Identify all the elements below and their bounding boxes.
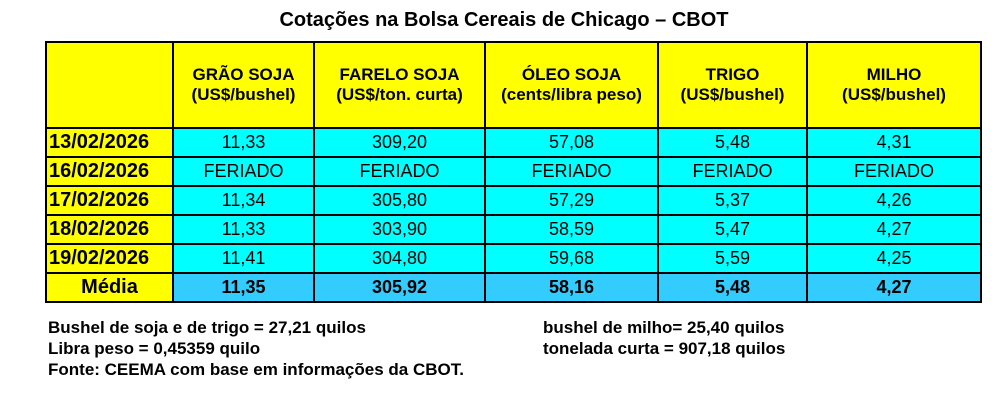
column-unit: (US$/bushel) xyxy=(680,85,785,104)
column-unit: (US$/ton. curta) xyxy=(336,85,463,104)
value-cell: 4,26 xyxy=(806,185,982,216)
average-row: Média 11,35 305,92 58,16 5,48 4,27 xyxy=(45,272,982,303)
average-value: 11,35 xyxy=(172,272,315,303)
value-cell: 305,80 xyxy=(313,185,486,216)
date-cell: 13/02/2026 xyxy=(45,127,174,158)
date-cell: 16/02/2026 xyxy=(45,156,174,187)
quotes-table: GRÃO SOJA (US$/bushel) FARELO SOJA (US$/… xyxy=(45,41,982,303)
value-cell: FERIADO xyxy=(806,156,982,187)
value-cell: FERIADO xyxy=(484,156,659,187)
value-cell: 304,80 xyxy=(313,243,486,274)
header-oleo-soja: ÓLEO SOJA (cents/libra peso) xyxy=(484,41,659,129)
header-milho: MILHO (US$/bushel) xyxy=(806,41,982,129)
table-row: 16/02/2026 FERIADO FERIADO FERIADO FERIA… xyxy=(45,156,982,187)
average-label: Média xyxy=(45,272,174,303)
value-cell: 11,33 xyxy=(172,214,315,245)
table-row: 18/02/2026 11,33 303,90 58,59 5,47 4,27 xyxy=(45,214,982,245)
table-row: 17/02/2026 11,34 305,80 57,29 5,37 4,26 xyxy=(45,185,982,216)
value-cell: 11,34 xyxy=(172,185,315,216)
column-name: ÓLEO SOJA xyxy=(521,65,622,84)
value-cell: 59,68 xyxy=(484,243,659,274)
note-bushel-soja-trigo: Bushel de soja e de trigo = 27,21 quilos xyxy=(48,318,366,337)
column-unit: (cents/libra peso) xyxy=(501,85,642,104)
header-farelo-soja: FARELO SOJA (US$/ton. curta) xyxy=(313,41,486,129)
value-cell: 57,08 xyxy=(484,127,659,158)
date-cell: 19/02/2026 xyxy=(45,243,174,274)
column-unit: (US$/bushel) xyxy=(191,85,296,104)
value-cell: 4,31 xyxy=(806,127,982,158)
table-row: 13/02/2026 11,33 309,20 57,08 5,48 4,31 xyxy=(45,127,982,158)
column-name: MILHO xyxy=(866,65,922,84)
notes-right: bushel de milho= 25,40 quilos tonelada c… xyxy=(543,317,785,359)
average-value: 5,48 xyxy=(657,272,808,303)
page-title: Cotações na Bolsa Cereais de Chicago – C… xyxy=(279,9,729,31)
value-cell: 5,37 xyxy=(657,185,808,216)
value-cell: 5,59 xyxy=(657,243,808,274)
note-bushel-milho: bushel de milho= 25,40 quilos xyxy=(543,318,785,337)
note-tonelada-curta: tonelada curta = 907,18 quilos xyxy=(543,339,786,358)
value-cell: 303,90 xyxy=(313,214,486,245)
value-cell: 4,25 xyxy=(806,243,982,274)
value-cell: 5,48 xyxy=(657,127,808,158)
value-cell: 11,33 xyxy=(172,127,315,158)
value-cell: 5,47 xyxy=(657,214,808,245)
value-cell: 58,59 xyxy=(484,214,659,245)
notes-left: Bushel de soja e de trigo = 27,21 quilos… xyxy=(48,317,464,380)
date-cell: 18/02/2026 xyxy=(45,214,174,245)
value-cell: FERIADO xyxy=(313,156,486,187)
note-libra-peso: Libra peso = 0,45359 quilo xyxy=(48,339,261,358)
column-name: GRÃO SOJA xyxy=(192,65,295,84)
note-fonte: Fonte: CEEMA com base em informações da … xyxy=(48,360,464,379)
value-cell: 4,27 xyxy=(806,214,982,245)
value-cell: 11,41 xyxy=(172,243,315,274)
average-value: 305,92 xyxy=(313,272,486,303)
table-row: 19/02/2026 11,41 304,80 59,68 5,59 4,25 xyxy=(45,243,982,274)
column-name: FARELO SOJA xyxy=(339,65,460,84)
header-trigo: TRIGO (US$/bushel) xyxy=(657,41,808,129)
header-grao-soja: GRÃO SOJA (US$/bushel) xyxy=(172,41,315,129)
column-name: TRIGO xyxy=(705,65,760,84)
column-unit: (US$/bushel) xyxy=(842,85,946,104)
header-row: GRÃO SOJA (US$/bushel) FARELO SOJA (US$/… xyxy=(45,41,982,129)
average-value: 58,16 xyxy=(484,272,659,303)
date-cell: 17/02/2026 xyxy=(45,185,174,216)
value-cell: FERIADO xyxy=(172,156,315,187)
value-cell: FERIADO xyxy=(657,156,808,187)
header-empty-cell xyxy=(45,41,174,129)
value-cell: 309,20 xyxy=(313,127,486,158)
value-cell: 57,29 xyxy=(484,185,659,216)
average-value: 4,27 xyxy=(806,272,982,303)
